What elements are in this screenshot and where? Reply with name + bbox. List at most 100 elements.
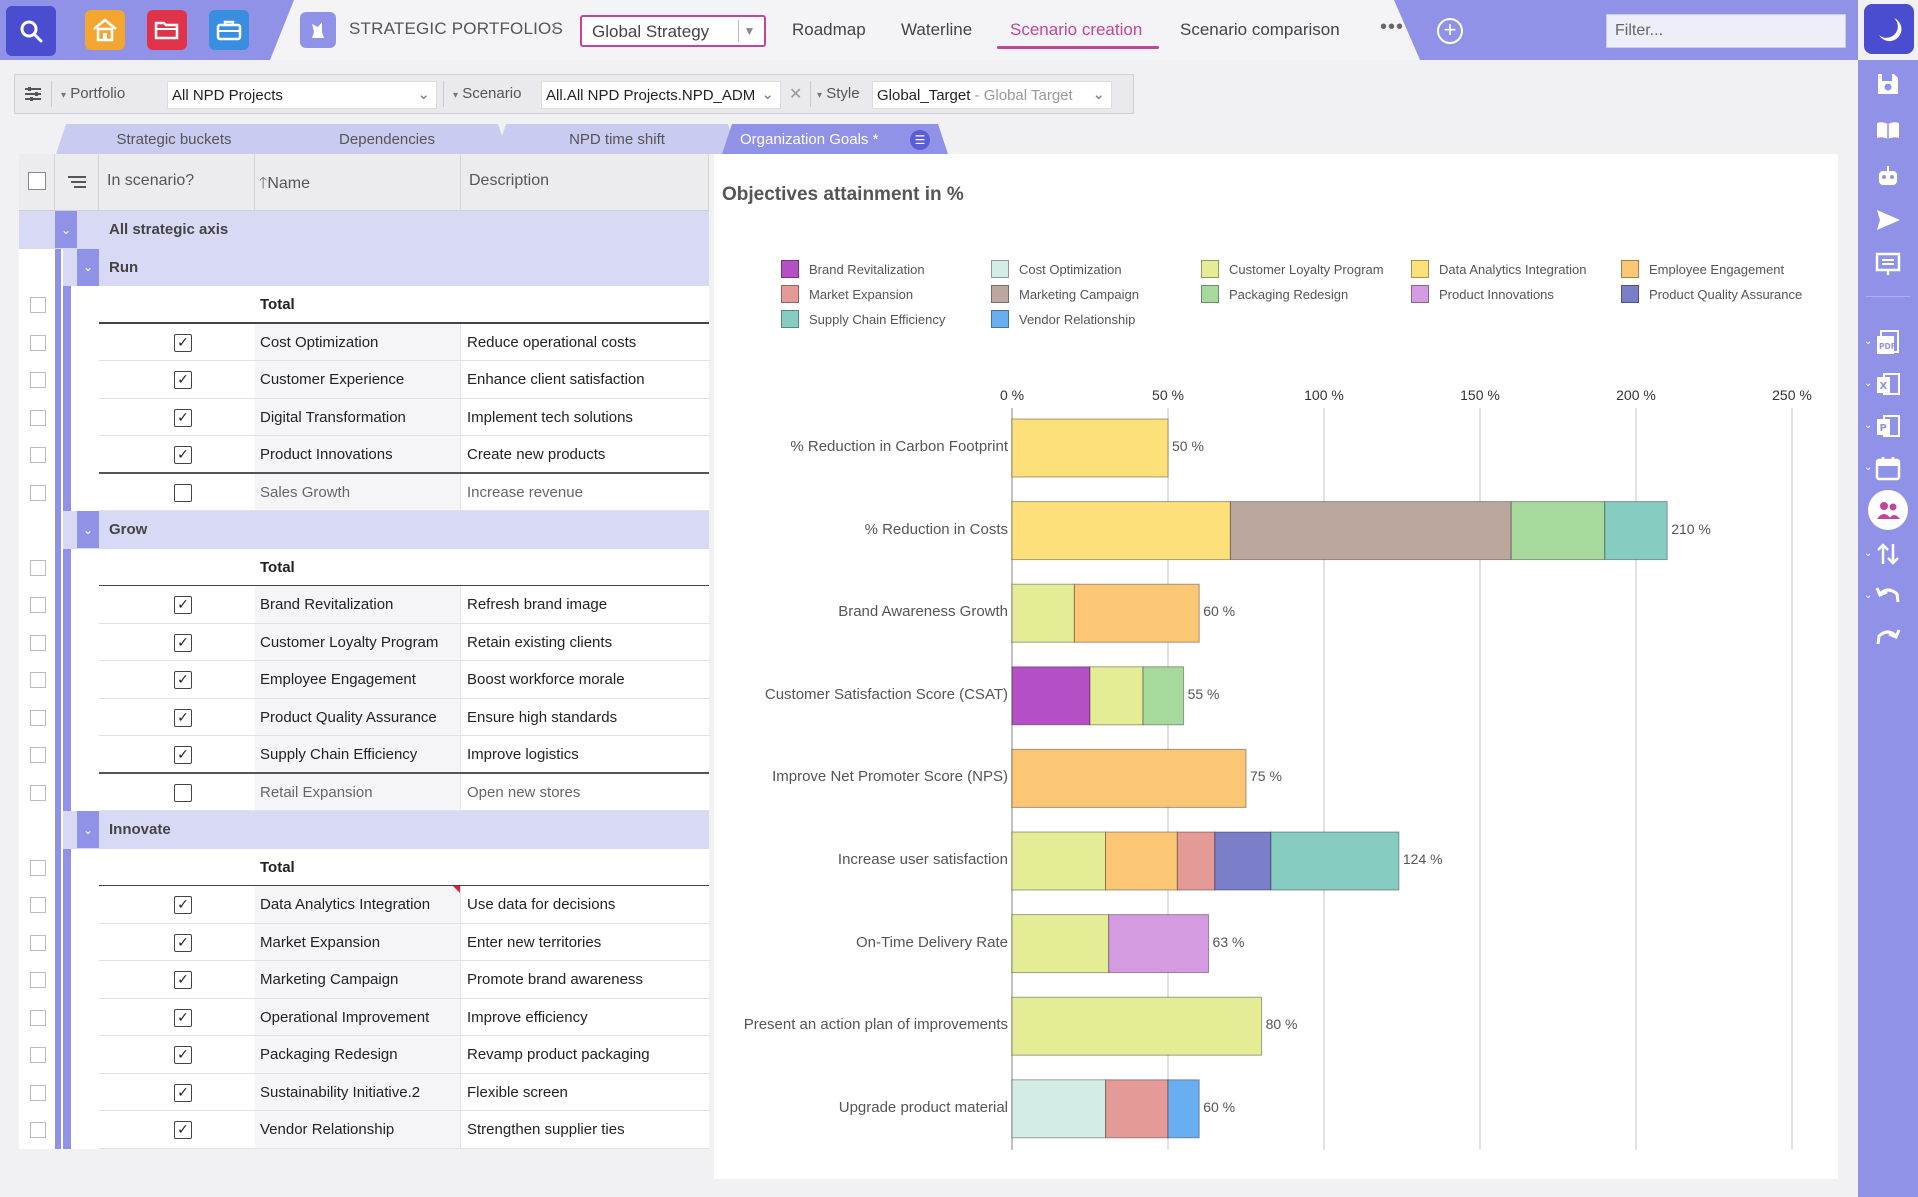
presentation-button[interactable] xyxy=(1858,244,1918,284)
legend-item[interactable]: Vendor Relationship xyxy=(991,310,1135,328)
tab-scenario-creation[interactable]: Scenario creation xyxy=(1010,20,1143,39)
bar-segment[interactable] xyxy=(1167,1079,1200,1139)
export-excel-button[interactable]: ⌄ X xyxy=(1858,364,1918,404)
in-scenario-checkbox[interactable]: ✓ xyxy=(174,446,192,464)
open-book-button[interactable] xyxy=(1858,110,1918,150)
in-scenario-checkbox[interactable]: ✓ xyxy=(174,971,192,989)
header-name[interactable]: 🡑Name xyxy=(255,154,461,211)
sort-button[interactable]: ⌄ xyxy=(1858,534,1918,574)
expand-toggle-icon[interactable]: ⌄ xyxy=(77,511,99,548)
in-scenario-checkbox[interactable]: ✓ xyxy=(174,1121,192,1139)
header-in-scenario[interactable]: In scenario? xyxy=(99,154,255,211)
in-scenario-checkbox[interactable] xyxy=(174,483,192,502)
export-powerpoint-button[interactable]: ⌄ P xyxy=(1858,406,1918,446)
row-checkbox[interactable] xyxy=(30,597,46,613)
chevron-down-icon[interactable]: ⌄ xyxy=(1864,378,1873,389)
legend-item[interactable]: Supply Chain Efficiency xyxy=(781,310,945,328)
bar-segment[interactable] xyxy=(1229,501,1512,561)
bar-segment[interactable] xyxy=(1108,914,1210,974)
bar-segment[interactable] xyxy=(1011,996,1263,1056)
bar-segment[interactable] xyxy=(1270,831,1400,891)
bar-segment[interactable] xyxy=(1011,748,1247,808)
in-scenario-checkbox[interactable]: ✓ xyxy=(174,408,192,427)
tab-strategic-buckets[interactable]: Strategic buckets xyxy=(56,124,292,154)
tab-scenario-comparison[interactable]: Scenario comparison xyxy=(1180,20,1340,39)
style-select[interactable]: Global_Target - Global Target ⌄ xyxy=(872,81,1112,109)
row-checkbox[interactable] xyxy=(30,372,46,388)
chevron-down-icon[interactable]: ⌄ xyxy=(1864,420,1873,431)
row-checkbox[interactable] xyxy=(30,1084,46,1101)
expand-toggle-icon[interactable]: ⌄ xyxy=(77,811,99,848)
calendar-button[interactable]: ⌄ xyxy=(1858,448,1918,488)
in-scenario-checkbox[interactable]: ✓ xyxy=(174,1083,192,1102)
clear-scenario-icon[interactable]: ✕ xyxy=(789,86,803,103)
row-checkbox[interactable] xyxy=(30,484,46,501)
tab-dependencies[interactable]: Dependencies xyxy=(266,124,508,154)
header-description[interactable]: Description xyxy=(461,154,709,211)
in-scenario-checkbox[interactable]: ✓ xyxy=(174,1046,192,1064)
row-checkbox[interactable] xyxy=(30,972,46,988)
tab-roadmap[interactable]: Roadmap xyxy=(792,20,866,39)
in-scenario-checkbox[interactable]: ✓ xyxy=(174,633,192,652)
folder-button[interactable] xyxy=(147,10,187,50)
group-row[interactable]: ⌄ Run xyxy=(63,248,709,286)
legend-item[interactable]: Cost Optimization xyxy=(991,260,1122,278)
in-scenario-checkbox[interactable]: ✓ xyxy=(174,746,192,764)
add-tab-button[interactable]: + xyxy=(1437,18,1463,44)
row-checkbox[interactable] xyxy=(30,747,46,763)
chevron-down-icon[interactable]: ▼ xyxy=(738,20,760,42)
export-pdf-button[interactable]: ⌄ PDF xyxy=(1858,322,1918,362)
row-checkbox[interactable] xyxy=(30,1009,46,1026)
chevron-down-icon[interactable]: ⌄ xyxy=(1864,336,1873,347)
in-scenario-checkbox[interactable]: ✓ xyxy=(174,933,192,952)
assistant-button[interactable] xyxy=(1858,156,1918,196)
bar-segment[interactable] xyxy=(1011,1079,1107,1139)
bar-segment[interactable] xyxy=(1604,501,1668,561)
expand-toggle-icon[interactable]: ⌄ xyxy=(77,248,99,286)
in-scenario-checkbox[interactable]: ✓ xyxy=(174,708,192,727)
bar-segment[interactable] xyxy=(1105,1079,1169,1139)
chevron-down-icon[interactable]: ⌄ xyxy=(1864,548,1873,559)
home-button[interactable] xyxy=(85,10,125,50)
in-scenario-checkbox[interactable]: ✓ xyxy=(174,333,192,352)
bar-segment[interactable] xyxy=(1011,666,1091,726)
in-scenario-checkbox[interactable]: ✓ xyxy=(174,671,192,689)
tab-npd-time-shift[interactable]: NPD time shift xyxy=(496,124,738,154)
redo-button[interactable] xyxy=(1858,618,1918,658)
in-scenario-checkbox[interactable]: ✓ xyxy=(174,896,192,914)
legend-item[interactable]: Customer Loyalty Program xyxy=(1201,260,1384,278)
bar-segment[interactable] xyxy=(1142,666,1185,726)
briefcase-button[interactable] xyxy=(209,10,249,50)
group-row-root[interactable]: ⌄ All strategic axis xyxy=(19,211,709,249)
bar-segment[interactable] xyxy=(1073,583,1200,643)
row-checkbox[interactable] xyxy=(30,409,46,426)
in-scenario-checkbox[interactable]: ✓ xyxy=(174,371,192,389)
bar-segment[interactable] xyxy=(1011,501,1231,561)
row-checkbox[interactable] xyxy=(30,634,46,651)
legend-item[interactable]: Packaging Redesign xyxy=(1201,285,1348,303)
tab-menu-icon[interactable]: ☰ xyxy=(910,130,930,150)
bar-segment[interactable] xyxy=(1011,418,1169,478)
group-row[interactable]: ⌄ Grow xyxy=(63,511,709,549)
expand-toggle-icon[interactable]: ⌄ xyxy=(55,211,77,248)
row-checkbox[interactable] xyxy=(30,709,46,726)
theme-toggle-button[interactable] xyxy=(1864,4,1914,54)
strategy-select[interactable]: Global Strategy ▼ xyxy=(580,15,766,47)
send-button[interactable] xyxy=(1858,200,1918,240)
bar-segment[interactable] xyxy=(1105,831,1178,891)
in-scenario-checkbox[interactable]: ✓ xyxy=(174,1008,192,1027)
row-checkbox[interactable] xyxy=(30,447,46,463)
legend-item[interactable]: Brand Revitalization xyxy=(781,260,925,278)
in-scenario-checkbox[interactable] xyxy=(174,783,192,802)
legend-item[interactable]: Market Expansion xyxy=(781,285,913,303)
strategic-portfolios-icon[interactable] xyxy=(300,12,336,48)
legend-item[interactable]: Marketing Campaign xyxy=(991,285,1139,303)
legend-item[interactable]: Product Innovations xyxy=(1411,285,1554,303)
row-checkbox[interactable] xyxy=(30,934,46,951)
breadcrumb-strategic-portfolios[interactable]: STRATEGIC PORTFOLIOS xyxy=(349,19,564,38)
bar-segment[interactable] xyxy=(1510,501,1606,561)
group-row[interactable]: ⌄ Innovate xyxy=(63,811,709,849)
row-checkbox[interactable] xyxy=(30,784,46,801)
select-all-checkbox[interactable] xyxy=(28,172,46,190)
legend-item[interactable]: Product Quality Assurance xyxy=(1621,285,1802,303)
